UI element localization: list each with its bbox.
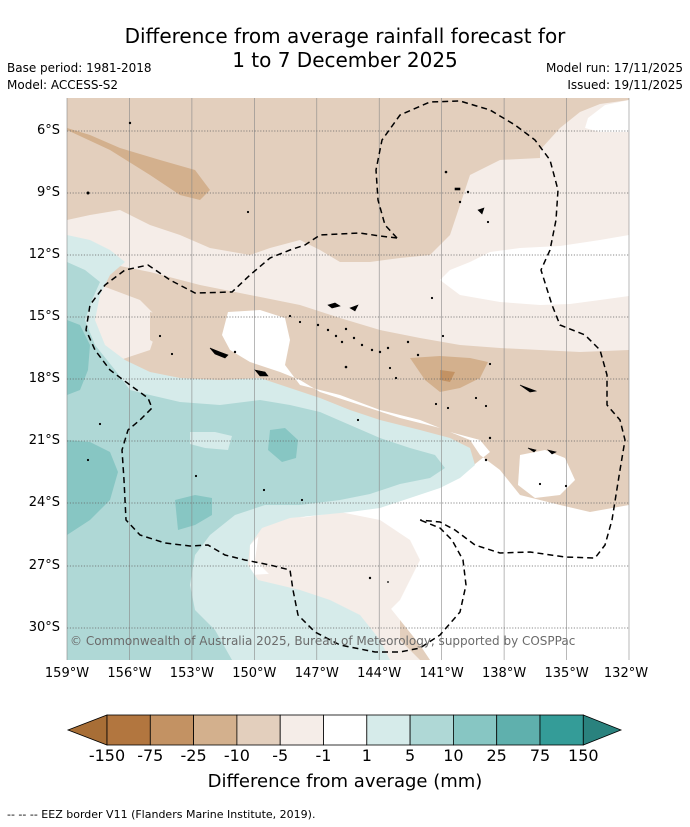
title-line-1: Difference from average rainfall forecas…	[124, 24, 566, 48]
colorbar-swatch	[106, 714, 151, 746]
colorbar-tick-label: 150	[568, 746, 599, 765]
lon-tick-label: 147°W	[294, 666, 339, 681]
colorbar-swatch	[366, 714, 411, 746]
lat-tick-label: 6°S	[36, 123, 60, 138]
colorbar-title: Difference from average (mm)	[207, 771, 483, 792]
lon-tick-label: 132°W	[603, 666, 649, 681]
eez-legend-note: -- -- -- EEZ border V11 (Flanders Marine…	[7, 808, 316, 821]
copyright-notice: © Commonwealth of Australia 2025, Bureau…	[70, 634, 576, 648]
lat-tick-label: 27°S	[28, 558, 60, 573]
lat-tick-label: 12°S	[28, 247, 60, 262]
colorbar-swatch	[323, 714, 368, 746]
colorbar-swatch	[452, 714, 498, 746]
lat-tick-label: 30°S	[28, 620, 60, 635]
colorbar-tick-label: -5	[272, 746, 289, 765]
colorbar-swatch	[193, 714, 238, 746]
colorbar-tick-label: 75	[529, 746, 551, 765]
model-name: Model: ACCESS-S2	[7, 78, 119, 92]
colorbar-extend-high	[582, 714, 623, 746]
lon-tick-label: 156°W	[107, 666, 152, 681]
lon-tick-label: 150°W	[232, 666, 277, 681]
lat-tick-label: 9°S	[36, 185, 60, 200]
colorbar-tick-label: -1	[315, 746, 332, 765]
lon-tick-label: 135°W	[544, 666, 589, 681]
colorbar-tick-label: -150	[88, 746, 126, 765]
rainfall-field	[67, 98, 629, 660]
lat-tick-label: 15°S	[28, 309, 60, 324]
lon-tick-label: 144°W	[357, 666, 402, 681]
colorbar-swatch	[539, 714, 584, 746]
islands	[86, 121, 568, 583]
lon-tick-label: 153°W	[169, 666, 214, 681]
colorbar-swatch	[496, 714, 541, 746]
colorbar-swatch	[149, 714, 195, 746]
colorbar-tick-label: -25	[180, 746, 207, 765]
colorbar-tick-label: -75	[137, 746, 164, 765]
colorbar-extend-low	[66, 714, 108, 746]
colorbar-swatch	[279, 714, 324, 746]
colorbar-tick-label: 5	[405, 746, 416, 765]
title-line-2: 1 to 7 December 2025	[232, 48, 458, 72]
lat-gridlines	[67, 130, 629, 629]
lon-tick-label: 159°W	[44, 666, 90, 681]
colorbar-swatch	[236, 714, 281, 746]
issued-date: Issued: 19/11/2025	[567, 78, 683, 92]
colorbar-tick-label: 1	[361, 746, 372, 765]
colorbar-swatch	[409, 714, 454, 746]
colorbar-tick-label: 25	[486, 746, 507, 765]
colorbar-tick-label: -10	[223, 746, 250, 765]
colorbar-tick-label: 10	[443, 746, 464, 765]
lat-tick-label: 18°S	[28, 371, 60, 386]
meta-left: Base period: 1981-2018 Model: ACCESS-S2	[7, 60, 152, 94]
base-period: Base period: 1981-2018	[7, 61, 152, 75]
lat-tick-label: 24°S	[28, 495, 60, 510]
colorbar	[66, 714, 623, 746]
eez-borders	[85, 100, 626, 653]
chart-title: Difference from average rainfall forecas…	[0, 24, 690, 72]
lon-tick-label: 138°W	[482, 666, 527, 681]
lon-tick-label: 141°W	[419, 666, 464, 681]
meta-right: Model run: 17/11/2025 Issued: 19/11/2025	[546, 60, 683, 94]
lat-tick-label: 21°S	[28, 433, 60, 448]
model-run: Model run: 17/11/2025	[545, 61, 683, 75]
